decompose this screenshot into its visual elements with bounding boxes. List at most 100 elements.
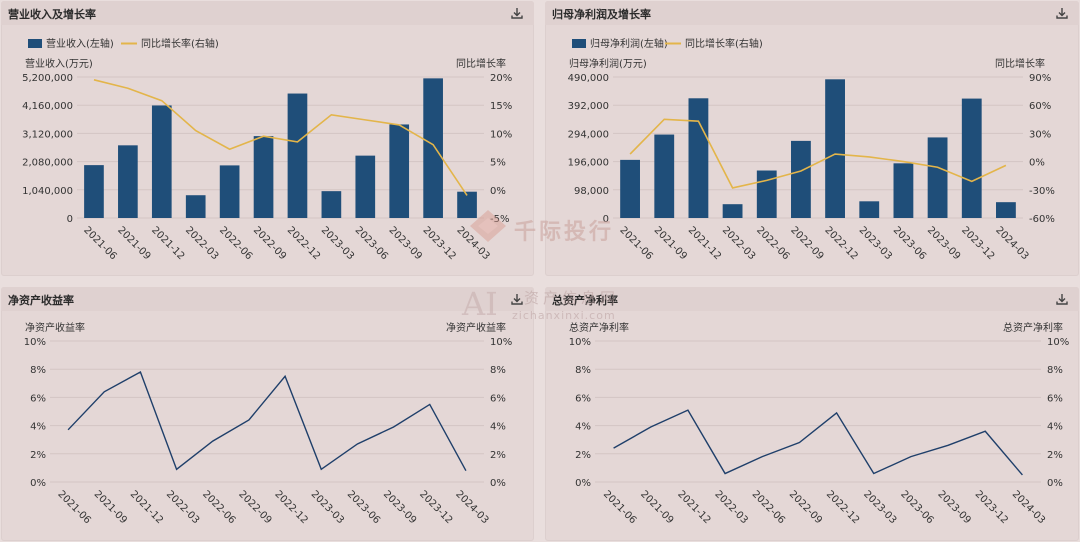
x-tick-label: 2023-03 — [857, 225, 894, 262]
right-axis-title: 同比增长率 — [456, 57, 506, 70]
download-icon[interactable] — [1055, 6, 1069, 20]
roa-panel-header: 总资产净利率 — [545, 287, 1079, 311]
right-tick-label: 5% — [490, 158, 506, 169]
bar — [389, 124, 410, 218]
right-tick-label: 2% — [1047, 450, 1063, 461]
right-tick-label: 10% — [490, 129, 512, 140]
panel-title: 营业收入及增长率 — [8, 8, 96, 21]
x-tick-label: 2023-09 — [387, 225, 424, 262]
net-profit-chart: 归母净利润(左轴) 同比增长率(右轴) 归母净利润(万元) 同比增长率 0 -60% 98,… — [568, 37, 1055, 262]
x-tick-label: 2021-06 — [601, 489, 638, 526]
x-tick-label: 2022-09 — [251, 225, 288, 262]
left-tick-label: 8% — [575, 365, 591, 376]
bar — [118, 145, 138, 218]
download-icon[interactable] — [1055, 292, 1069, 306]
x-tick-label: 2023-09 — [925, 225, 962, 262]
roa-chart: 总资产净利率 总资产净利率 0% 0% 2% 2% 4% 4% 6% 6% 8% 8% 10% 10% 20… — [569, 321, 1069, 526]
bar — [219, 165, 240, 218]
right-tick-label: 8% — [490, 365, 506, 376]
x-tick-label: 2022-09 — [236, 489, 273, 526]
x-tick-label: 2022-03 — [183, 225, 220, 262]
bar — [927, 137, 948, 218]
left-axis-title: 营业收入(万元) — [25, 57, 93, 70]
right-tick-label: -5% — [490, 214, 509, 225]
left-tick-label: 0% — [575, 478, 591, 489]
left-tick-label: 8% — [30, 365, 46, 376]
x-tick-label: 2022-06 — [754, 225, 791, 262]
x-tick-label: 2022-06 — [217, 225, 254, 262]
left-tick-label: 10% — [24, 337, 46, 348]
x-tick-label: 2023-06 — [891, 225, 928, 262]
panel-title: 归母净利润及增长率 — [552, 8, 651, 21]
x-tick-label: 2022-12 — [285, 225, 322, 262]
x-tick-label: 2023-12 — [420, 225, 457, 262]
right-tick-label: 6% — [490, 393, 506, 404]
legend-line-label: 同比增长率(右轴) — [685, 37, 763, 50]
right-tick-label: 4% — [490, 422, 506, 433]
right-axis-title: 总资产净利率 — [1003, 321, 1063, 334]
revenue-chart: 营业收入(左轴) 同比增长率(右轴) 营业收入(万元) 同比增长率 0 -5% 1,040,… — [22, 37, 512, 262]
bar — [825, 79, 845, 219]
x-tick-label: 2022-09 — [788, 225, 825, 262]
download-icon[interactable] — [510, 292, 524, 306]
left-tick-label: 6% — [30, 393, 46, 404]
x-tick-label: 2022-03 — [720, 225, 757, 262]
x-tick-label: 2021-06 — [617, 225, 654, 262]
right-tick-label: 90% — [1029, 73, 1051, 84]
right-tick-label: 4% — [1047, 422, 1063, 433]
x-tick-label: 2022-03 — [164, 489, 201, 526]
x-tick-label: 2021-06 — [55, 489, 92, 526]
roa-panel: 总资产净利率 总资产净利率 总资产净利率 0% 0% 2% 2% 4% 4% 6% 6% 8% 8% 1… — [545, 287, 1079, 541]
x-tick-label: 2023-09 — [381, 489, 418, 526]
left-tick-label: 294,000 — [568, 129, 609, 140]
right-tick-label: 20% — [490, 73, 512, 84]
net-profit-panel: 归母净利润及增长率 归母净利润(左轴) 同比增长率(右轴) 归母净利润(万元) 同比增… — [545, 1, 1079, 276]
left-tick-label: 392,000 — [568, 101, 609, 112]
right-tick-label: 8% — [1047, 365, 1063, 376]
bar — [961, 98, 982, 218]
x-tick-label: 2024-03 — [453, 489, 490, 526]
bar — [151, 105, 172, 218]
x-tick-label: 2023-03 — [319, 225, 356, 262]
bar — [287, 93, 308, 218]
x-tick-label: 2021-12 — [128, 489, 165, 526]
right-tick-label: 30% — [1029, 129, 1051, 140]
left-tick-label: 2,080,000 — [22, 158, 73, 169]
left-tick-label: 6% — [575, 393, 591, 404]
x-tick-label: 2023-06 — [353, 225, 390, 262]
x-tick-label: 2023-12 — [973, 489, 1010, 526]
right-tick-label: 10% — [1047, 337, 1069, 348]
x-tick-label: 2021-09 — [652, 225, 689, 262]
right-tick-label: 60% — [1029, 101, 1051, 112]
bar — [355, 155, 376, 218]
x-tick-label: 2024-03 — [454, 225, 491, 262]
x-tick-label: 2022-06 — [200, 489, 237, 526]
x-tick-label: 2021-12 — [686, 225, 723, 262]
x-tick-label: 2022-09 — [787, 489, 824, 526]
revenue-panel: 营业收入及增长率 营业收入(左轴) 同比增长率(右轴) 营业收入(万元) 同比增长率 0… — [1, 1, 534, 276]
left-tick-label: 4% — [30, 422, 46, 433]
bar — [185, 195, 206, 218]
right-tick-label: 0% — [490, 186, 506, 197]
bar — [756, 170, 777, 218]
legend-bar-swatch — [28, 39, 42, 48]
x-tick-label: 2023-03 — [309, 489, 346, 526]
right-tick-label: -30% — [1029, 186, 1055, 197]
left-tick-label: 10% — [569, 337, 591, 348]
legend-bar-swatch — [572, 39, 586, 48]
x-tick-label: 2023-06 — [898, 489, 935, 526]
x-tick-label: 2021-06 — [81, 225, 118, 262]
right-axis-title: 净资产收益率 — [446, 321, 506, 334]
legend-bar-label: 营业收入(左轴) — [46, 37, 114, 50]
download-icon[interactable] — [510, 6, 524, 20]
right-axis-title: 同比增长率 — [995, 57, 1045, 70]
growth-rate-line — [629, 118, 1007, 189]
left-tick-label: 3,120,000 — [22, 129, 73, 140]
x-tick-label: 2022-12 — [822, 225, 859, 262]
left-tick-label: 5,200,000 — [22, 73, 73, 84]
panel-title: 净资产收益率 — [8, 294, 74, 307]
left-axis-title: 归母净利润(万元) — [569, 57, 647, 70]
right-tick-label: 10% — [490, 337, 512, 348]
x-tick-label: 2023-03 — [861, 489, 898, 526]
left-tick-label: 1,040,000 — [22, 186, 73, 197]
